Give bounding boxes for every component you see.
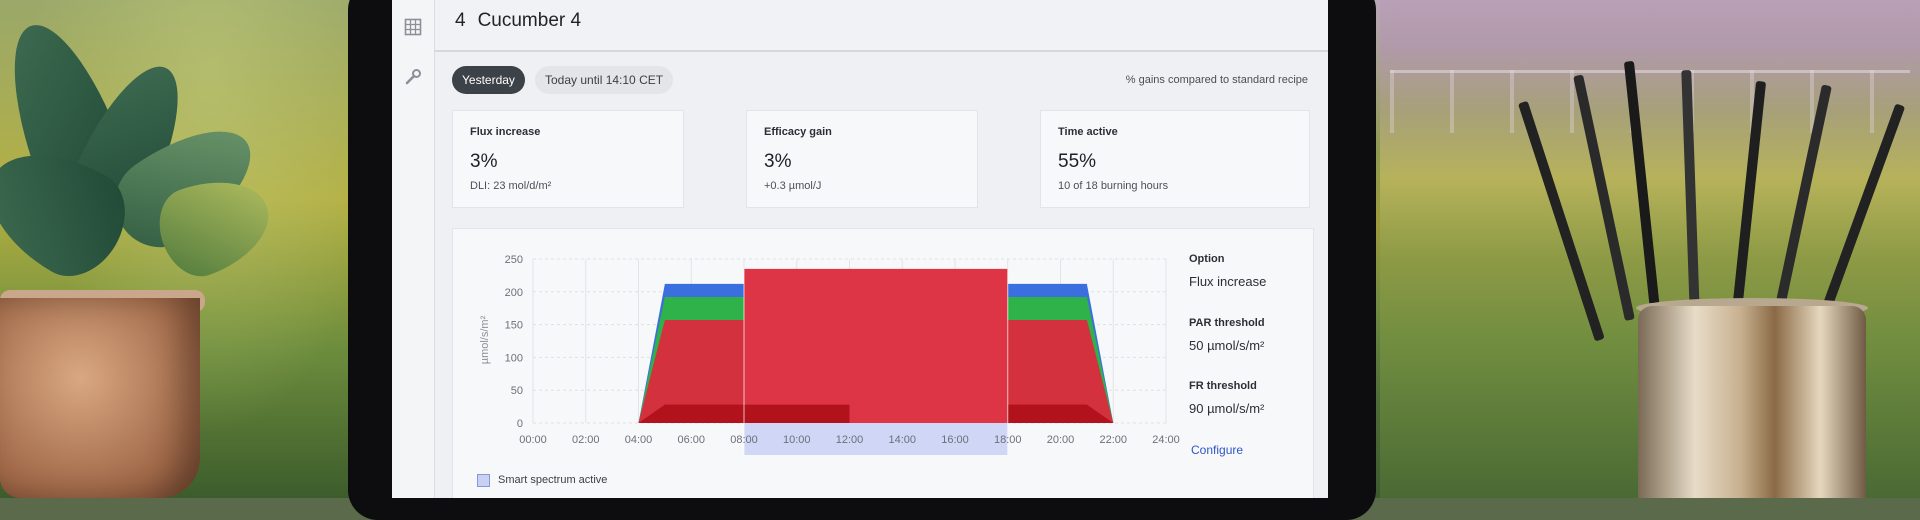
card-time-active: Time active 55% 10 of 18 burning hours (1040, 110, 1310, 208)
y-tick-label: 150 (505, 320, 523, 332)
x-tick-label: 22:00 (1099, 434, 1127, 446)
configure-link[interactable]: Configure (1191, 443, 1244, 457)
card-value: 3% (470, 151, 498, 172)
par-threshold-label: PAR threshold (1189, 317, 1265, 329)
tab-today[interactable]: Today until 14:10 CET (535, 66, 674, 94)
card-value: 55% (1058, 151, 1097, 172)
grid-icon[interactable] (403, 18, 423, 38)
x-tick-label: 08:00 (730, 434, 758, 446)
card-value: 3% (764, 151, 792, 172)
compartment-name: Cucumber 4 (477, 10, 582, 31)
option-label: Option (1189, 253, 1225, 265)
y-tick-label: 100 (505, 352, 523, 364)
page-title: 4 Cucumber 4 (455, 10, 581, 32)
card-label: Efficacy gain (764, 126, 832, 138)
card-label: Flux increase (470, 126, 541, 138)
fence (1390, 70, 1910, 133)
card-flux-increase: Flux increase 3% DLI: 23 mol/d/m² (452, 110, 684, 208)
x-tick-label: 06:00 (677, 434, 705, 446)
par-threshold-value: 50 µmol/s/m² (1189, 338, 1265, 353)
fr-threshold-label: FR threshold (1189, 380, 1257, 392)
option-value: Flux increase (1189, 274, 1267, 289)
chart-areas (533, 268, 1166, 455)
app-screen: 4 Cucumber 4 Yesterday Today until 14:10 … (392, 0, 1328, 498)
wrench-icon[interactable] (403, 68, 423, 88)
x-tick-label: 18:00 (994, 434, 1022, 446)
x-tick-label: 20:00 (1047, 434, 1075, 446)
x-tick-label: 16:00 (941, 434, 969, 446)
spectrum-chart: 0 50 100 150 200 250 00:00 02:00 04:00 06:00 08:00… (479, 254, 1180, 455)
y-axis-label: µmol/s/m² (479, 315, 491, 364)
y-tick-label: 200 (505, 287, 523, 299)
gains-note: % gains compared to standard recipe (1125, 74, 1308, 86)
legend-label: Smart spectrum active (498, 474, 608, 486)
x-tick-label: 12:00 (836, 434, 864, 446)
side-rail (392, 0, 435, 498)
compartment-number: 4 (455, 10, 466, 31)
y-tick-label: 250 (505, 254, 523, 266)
legend-swatch (477, 474, 490, 487)
x-tick-label: 14:00 (888, 434, 916, 446)
x-tick-label: 10:00 (783, 434, 811, 446)
fr-threshold-value: 90 µmol/s/m² (1189, 401, 1265, 416)
series-area-darkred (533, 404, 1166, 423)
card-efficacy-gain: Efficacy gain 3% +0.3 µmol/J (746, 110, 978, 208)
y-tick-label: 50 (511, 385, 523, 397)
x-tick-label: 04:00 (625, 434, 653, 446)
card-sub: DLI: 23 mol/d/m² (470, 180, 552, 192)
card-sub: 10 of 18 burning hours (1058, 180, 1169, 192)
active-range-band (744, 423, 1008, 455)
x-tick-label: 02:00 (572, 434, 600, 446)
page-header: 4 Cucumber 4 (435, 0, 1328, 52)
card-sub: +0.3 µmol/J (764, 180, 822, 192)
x-tick-label: 24:00 (1152, 434, 1180, 446)
y-tick-label: 0 (517, 418, 523, 430)
tab-yesterday[interactable]: Yesterday (452, 66, 525, 94)
x-tick-label: 00:00 (519, 434, 547, 446)
chart-axes: 0 50 100 150 200 250 00:00 02:00 04:00 06:00 08:00… (505, 254, 1180, 446)
card-label: Time active (1058, 126, 1118, 138)
